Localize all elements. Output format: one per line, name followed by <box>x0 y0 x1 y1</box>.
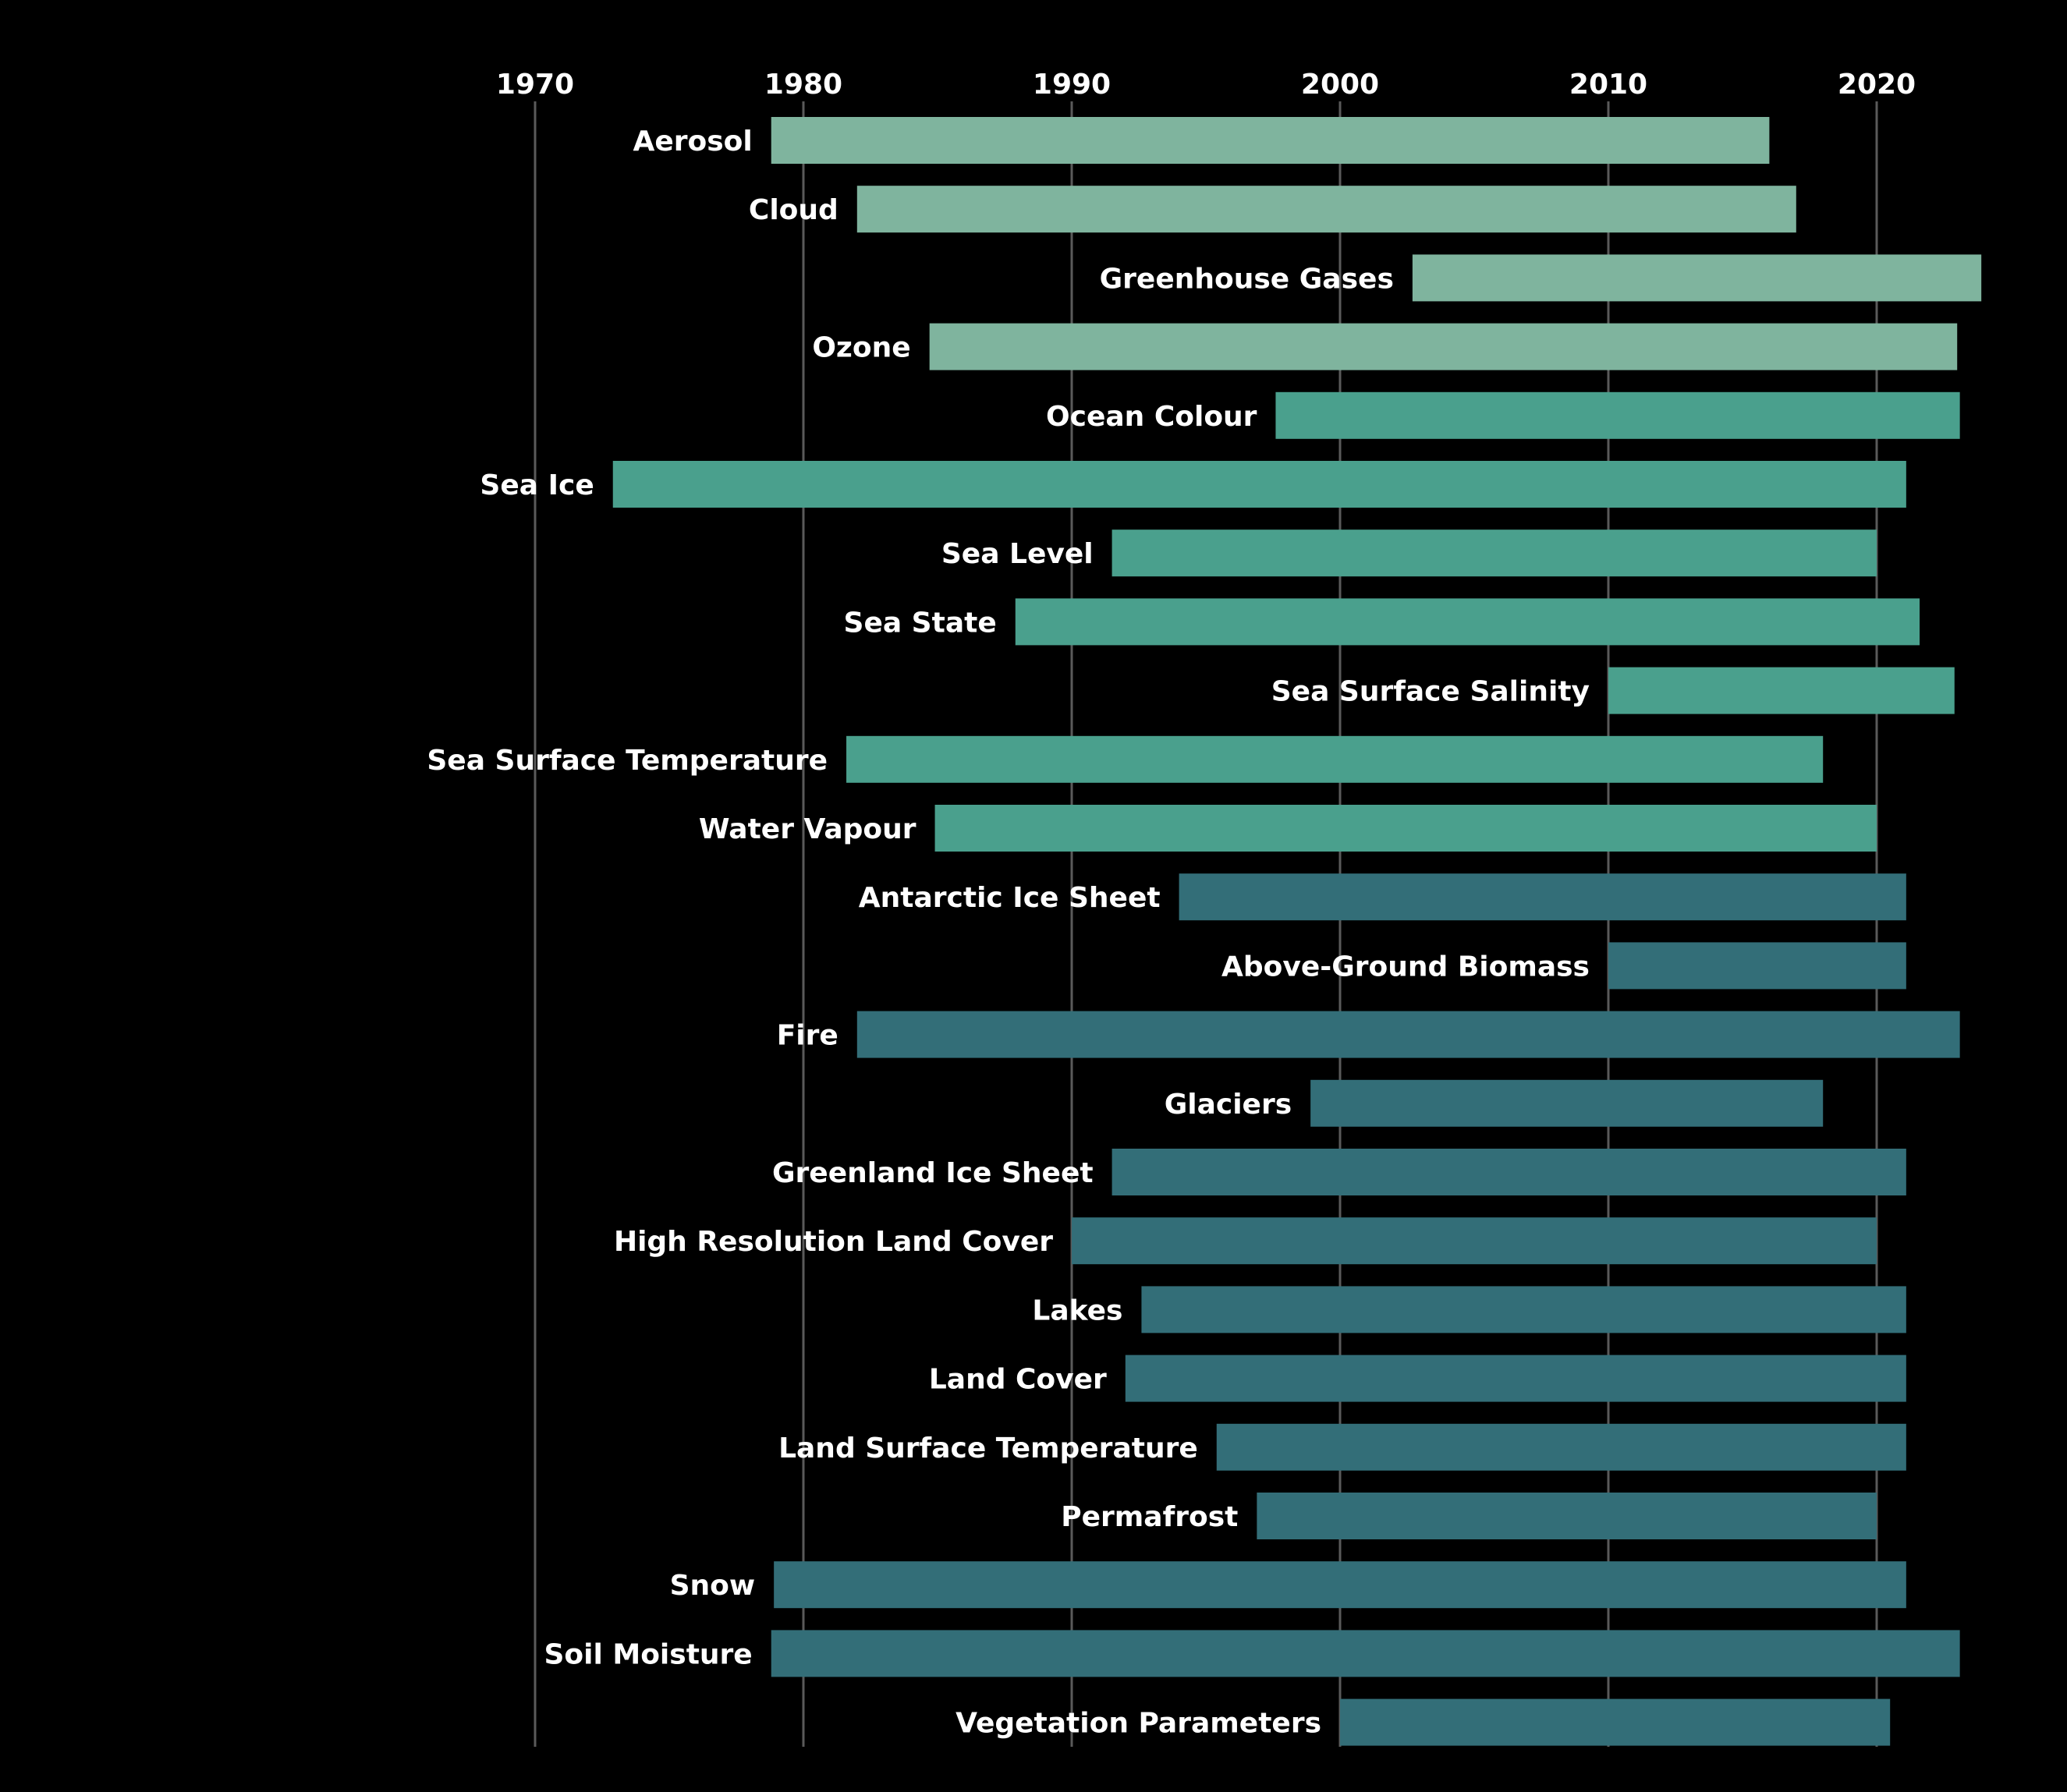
bar-sea-surface-salinity <box>1608 667 1955 714</box>
bar-high-resolution-land-cover <box>1072 1217 1877 1265</box>
bar-snow <box>774 1561 1906 1609</box>
bar-label: Snow <box>670 1570 756 1602</box>
bar-label: Permafrost <box>1061 1501 1238 1533</box>
bar-land-surface-temperature <box>1216 1423 1906 1471</box>
bar-sea-state <box>1015 598 1920 646</box>
bar-greenland-ice-sheet <box>1112 1149 1906 1195</box>
bar-above-ground-biomass <box>1608 942 1906 990</box>
bar-ozone <box>929 323 1958 370</box>
x-tick-label: 1970 <box>496 69 574 101</box>
bar-aerosol <box>771 117 1770 164</box>
bar-lakes <box>1141 1286 1906 1333</box>
x-tick-label: 2000 <box>1301 69 1379 101</box>
bar-glaciers <box>1310 1079 1824 1127</box>
bar-label: Sea State <box>844 607 997 639</box>
bar-label: Fire <box>777 1020 838 1052</box>
bar-label: Greenland Ice Sheet <box>772 1157 1094 1189</box>
bar-label: Above-Ground Biomass <box>1221 951 1590 983</box>
bar-water-vapour <box>934 805 1877 852</box>
bars <box>612 117 1982 1746</box>
bar-label: Land Surface Temperature <box>778 1433 1198 1464</box>
bar-label: Ocean Colour <box>1046 401 1257 433</box>
gridlines <box>534 101 1878 1747</box>
bar-label: Glaciers <box>1165 1089 1292 1121</box>
bar-label: Greenhouse Gases <box>1100 263 1394 295</box>
x-tick-label: 1990 <box>1033 69 1111 101</box>
bar-label: Cloud <box>749 194 838 226</box>
bar-label: Sea Surface Salinity <box>1271 676 1590 708</box>
bar-label: Sea Surface Temperature <box>427 745 828 777</box>
bar-land-cover <box>1125 1355 1906 1402</box>
bar-label: Aerosol <box>633 126 752 158</box>
bar-greenhouse-gases <box>1412 254 1982 302</box>
bar-label: Vegetation Parameters <box>956 1708 1321 1740</box>
bar-vegetation-parameters <box>1340 1698 1891 1746</box>
bar-label: High Resolution Land Cover <box>614 1226 1053 1258</box>
bar-sea-surface-temperature <box>846 735 1824 783</box>
bar-sea-ice <box>612 461 1906 508</box>
bar-soil-moisture <box>771 1630 1960 1677</box>
bar-permafrost <box>1257 1493 1877 1539</box>
bar-label: Ozone <box>812 332 910 364</box>
bar-labels: Aerosol Cloud Greenhouse Gases Ozone Ocean C… <box>427 126 1590 1740</box>
x-tick-label: 1980 <box>764 69 842 101</box>
bar-label: Water Vapour <box>699 813 916 845</box>
bar-label: Soil Moisture <box>544 1638 753 1670</box>
bar-label: Sea Level <box>941 538 1094 570</box>
x-axis-ticks: 1970 1980 1990 2000 2010 2020 <box>496 69 1916 101</box>
bar-sea-level <box>1112 529 1877 577</box>
bar-fire <box>856 1011 1960 1058</box>
x-tick-label: 2010 <box>1569 69 1647 101</box>
bar-label: Antarctic Ice Sheet <box>859 882 1161 914</box>
x-tick-label: 2020 <box>1838 69 1916 101</box>
bar-antarctic-ice-sheet <box>1179 873 1906 921</box>
bar-label: Land Cover <box>929 1364 1107 1396</box>
bar-ocean-colour <box>1275 391 1960 439</box>
bar-label: Sea Ice <box>480 469 594 501</box>
bar-label: Lakes <box>1032 1294 1122 1326</box>
bar-cloud <box>856 186 1796 233</box>
